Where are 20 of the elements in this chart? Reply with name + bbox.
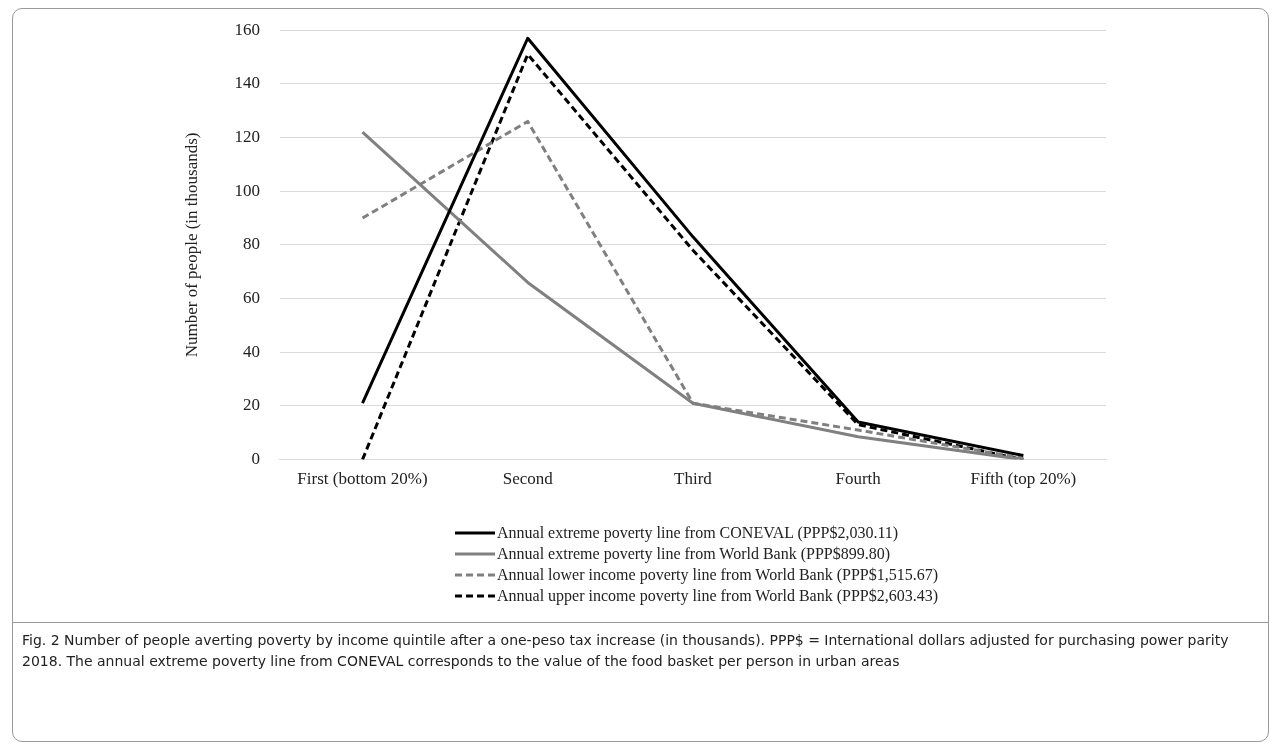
legend-label: Annual upper income poverty line from World Bank (PPP$2,603.43) (497, 586, 939, 605)
y-tick-label: 100 (234, 180, 260, 200)
y-tick-label: 40 (242, 341, 260, 361)
x-tick-label: Fourth (835, 469, 882, 489)
y-tick-label: 0 (251, 449, 260, 469)
x-tick-label: Second (502, 469, 554, 489)
y-tick-label: 160 (234, 19, 260, 39)
x-tick-label: First (bottom 20%) (297, 469, 428, 489)
x-tick-label: Fifth (top 20%) (970, 469, 1077, 489)
y-tick-label: 80 (242, 234, 260, 254)
y-axis-title: Number of people (in thousands) (181, 132, 201, 358)
y-tick-label: 60 (242, 288, 260, 308)
x-tick-label: Third (674, 469, 713, 489)
y-tick-label: 140 (234, 73, 260, 93)
caption: Fig. 2 Number of people averting poverty by income quintile after a one-peso tax increase (in thousands). PPP$ = International dollars adjusted for purchasing power parity 2018. The annual extreme poverty line from CONEVAL corresponds to the value of the food basket per person in urban areas (22, 631, 1230, 671)
legend-label: Annual lower income poverty line from World Bank (PPP$1,515.67) (497, 565, 939, 584)
y-tick-label: 20 (242, 395, 260, 415)
y-tick-label: 120 (234, 127, 260, 147)
legend-label: Annual extreme poverty line from World Bank (PPP$899.80) (497, 544, 891, 563)
legend-label: Annual extreme poverty line from CONEVAL (PPP$2,030.11) (497, 523, 899, 542)
